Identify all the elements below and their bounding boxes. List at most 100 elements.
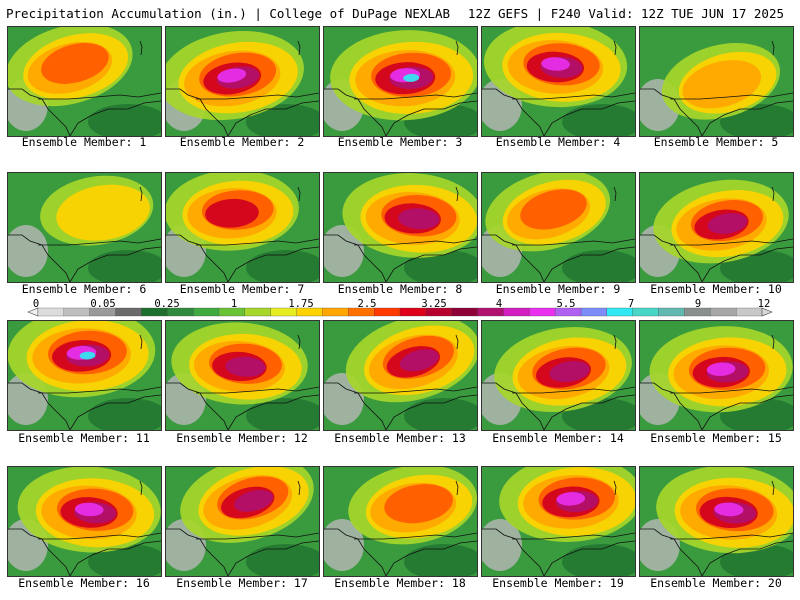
ensemble-member-label: Ensemble Member: 20 <box>650 576 782 590</box>
ensemble-member-label: Ensemble Member: 4 <box>495 135 621 149</box>
header: Precipitation Accumulation (in.) | Colle… <box>0 0 800 24</box>
colorbar-swatch <box>322 307 349 317</box>
colorbar-tick-label: 9 <box>694 298 702 310</box>
precip-contour <box>205 198 259 228</box>
precip-map <box>640 27 793 136</box>
light-precip-area <box>246 250 319 282</box>
coastline <box>543 540 635 576</box>
coastline <box>543 100 635 136</box>
state-border <box>482 234 545 282</box>
state-border <box>324 382 387 430</box>
state-border <box>455 334 459 350</box>
colorbar-tick-label: 0.25 <box>154 298 180 310</box>
ensemble-member-label: Ensemble Member: 13 <box>334 431 466 445</box>
state-border <box>771 334 775 350</box>
precip-map <box>324 467 477 576</box>
state-border <box>166 88 229 136</box>
precip-contour <box>41 42 109 84</box>
colorbar-swatch <box>503 307 530 317</box>
ensemble-member-label: Ensemble Member: 16 <box>18 576 150 590</box>
ensemble-member-label: Ensemble Member: 12 <box>176 431 308 445</box>
ensemble-member-label: Ensemble Member: 5 <box>653 135 779 149</box>
light-precip-area <box>88 104 161 136</box>
precip-map <box>482 27 635 136</box>
state-border <box>297 480 301 496</box>
precip-map <box>640 173 793 282</box>
ensemble-map-panel <box>639 320 794 431</box>
colorbar-tick-label: 0.05 <box>90 298 116 310</box>
colorbar-swatch <box>658 307 685 317</box>
light-precip-area <box>404 398 477 430</box>
ensemble-map-panel <box>7 172 162 283</box>
ensemble-map-panel <box>7 320 162 431</box>
ensemble-member-label: Ensemble Member: 11 <box>18 431 150 445</box>
ensemble-member-label: Ensemble Member: 9 <box>495 282 621 296</box>
ensemble-member-label: Ensemble Member: 1 <box>21 135 147 149</box>
state-border <box>354 92 477 100</box>
coastline <box>385 100 477 136</box>
coastline <box>69 394 161 430</box>
light-precip-area <box>246 544 319 576</box>
state-border <box>670 532 793 540</box>
state-border <box>640 88 703 136</box>
precip-contour <box>384 484 453 524</box>
state-border <box>196 238 319 246</box>
ensemble-member-label: Ensemble Member: 18 <box>334 576 466 590</box>
state-border <box>139 40 143 56</box>
colorbar-swatch <box>63 307 91 317</box>
colorbar-swatch <box>37 307 65 317</box>
light-precip-area <box>562 544 635 576</box>
colorbar-swatch <box>580 307 608 317</box>
state-border <box>670 238 793 246</box>
light-precip-area <box>246 398 319 430</box>
state-border <box>166 234 229 282</box>
light-precip-area <box>88 544 161 576</box>
ensemble-member-label: Ensemble Member: 8 <box>337 282 463 296</box>
state-border <box>324 528 387 576</box>
dry-area <box>324 519 364 571</box>
precip-contour <box>549 361 590 383</box>
ensemble-member-label: Ensemble Member: 3 <box>337 135 463 149</box>
light-precip-area <box>88 250 161 282</box>
state-border <box>8 382 71 430</box>
state-border <box>324 234 387 282</box>
state-border <box>354 238 477 246</box>
precip-contour <box>225 356 266 377</box>
ensemble-map-panel <box>323 466 478 577</box>
coastline <box>227 246 319 282</box>
state-border <box>38 386 161 394</box>
coastline <box>701 540 793 576</box>
colorbar-swatch <box>710 307 737 317</box>
light-precip-area <box>88 398 161 430</box>
light-precip-area <box>404 544 477 576</box>
precip-map <box>166 27 319 136</box>
precip-contour <box>79 351 96 360</box>
precip-map <box>640 467 793 576</box>
ensemble-member-label: Ensemble Member: 2 <box>179 135 305 149</box>
ensemble-map-panel <box>165 172 320 283</box>
state-border <box>139 480 143 496</box>
ensemble-map-panel <box>323 26 478 137</box>
state-border <box>38 92 161 100</box>
coastline <box>227 100 319 136</box>
run-valid-time: 12Z GEFS | F240 Valid: 12Z TUE JUN 17 20… <box>467 6 784 21</box>
state-border <box>8 88 71 136</box>
precip-contour <box>556 492 586 506</box>
ensemble-map-panel <box>323 320 478 431</box>
ensemble-map-panel <box>7 466 162 577</box>
ensemble-map-panel <box>165 466 320 577</box>
precip-map <box>482 321 635 430</box>
state-border <box>455 480 459 496</box>
precip-contour <box>714 502 744 517</box>
colorbar-tick-label: 5.5 <box>556 298 576 310</box>
state-border <box>640 528 703 576</box>
state-border <box>297 40 301 56</box>
dry-area <box>324 225 364 277</box>
ensemble-map-panel <box>7 26 162 137</box>
precip-map <box>8 173 161 282</box>
precip-map <box>8 27 161 136</box>
precip-map <box>8 321 161 430</box>
state-border <box>613 480 617 496</box>
state-border <box>771 40 775 56</box>
coastline <box>701 394 793 430</box>
